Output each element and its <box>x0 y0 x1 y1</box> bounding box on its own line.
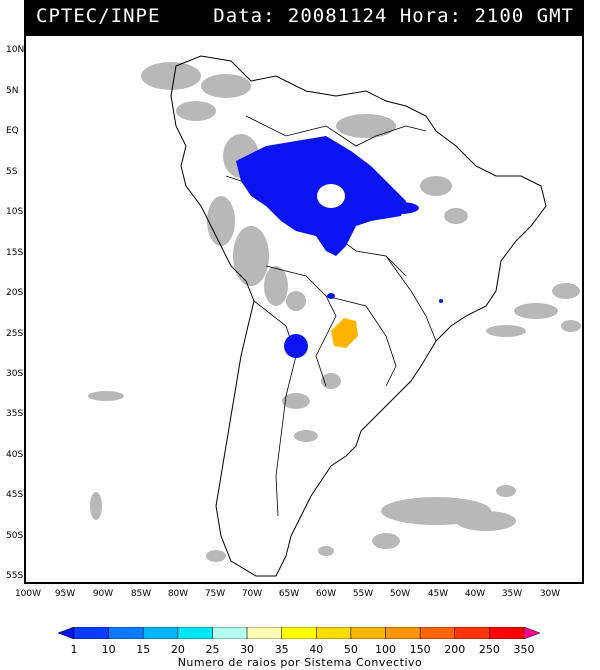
colorbar-label: 150 <box>409 643 431 656</box>
lon-label-50w: 50W <box>389 589 411 599</box>
lat-label-25s: 25S <box>6 329 24 339</box>
colorbar-segment <box>350 627 386 639</box>
lat-label-35s: 35S <box>6 409 24 419</box>
lat-label-45s: 45S <box>6 490 24 500</box>
map-frame <box>24 34 584 584</box>
lon-label-90w: 90W <box>92 589 114 599</box>
lat-label-10s: 10S <box>6 207 24 217</box>
colorbar-segment <box>246 627 282 639</box>
lon-label-35w: 35W <box>501 589 523 599</box>
lon-label-55w: 55W <box>352 589 374 599</box>
colorbar-label: 35 <box>274 643 289 656</box>
colorbar-segment <box>316 627 352 639</box>
lon-label-95w: 95W <box>54 589 76 599</box>
header-title: CPTEC/INPE <box>36 5 161 27</box>
colorbar-label: 20 <box>170 643 185 656</box>
cloud-layer <box>88 62 581 562</box>
colorbar-label: 40 <box>309 643 324 656</box>
lat-label-15s: 15S <box>6 248 24 258</box>
convective-blue <box>236 136 443 358</box>
colorbar <box>58 627 540 639</box>
colorbar-arrow-left <box>58 627 75 639</box>
colorbar-segment <box>281 627 317 639</box>
header-bar: CPTEC/INPE Data: 20081124 Hora: 2100 GMT <box>24 0 584 34</box>
lon-label-80w: 80W <box>167 589 189 599</box>
convective-orange <box>331 318 358 348</box>
lon-label-70w: 70W <box>241 589 263 599</box>
colorbar-segment <box>212 627 248 639</box>
colorbar-label: 15 <box>136 643 151 656</box>
colorbar-segment <box>73 627 109 639</box>
lon-label-30w: 30W <box>539 589 561 599</box>
colorbar-label: 10 <box>101 643 116 656</box>
colorbar-label: 25 <box>205 643 220 656</box>
lon-label-75w: 75W <box>204 589 226 599</box>
colorbar-label: 50 <box>343 643 358 656</box>
lat-label-40s: 40S <box>6 450 24 460</box>
lat-label-5s: 5S <box>6 167 18 177</box>
lat-label-30s: 30S <box>6 369 24 379</box>
continent-outline <box>170 55 547 577</box>
colorbar-segment <box>489 627 525 639</box>
colorbar-segment <box>385 627 421 639</box>
lat-label-20s: 20S <box>6 288 24 298</box>
colorbar-label: 350 <box>513 643 535 656</box>
lat-label-50s: 50S <box>6 531 24 541</box>
lat-label-5n: 5N <box>6 86 19 96</box>
lon-label-65w: 65W <box>278 589 300 599</box>
lon-label-40w: 40W <box>464 589 486 599</box>
colorbar-label: 100 <box>375 643 397 656</box>
colorbar-title: Numero de raios por Sistema Convectivo <box>177 656 423 669</box>
lon-label-100w: 100W <box>14 589 42 599</box>
colorbar-segment <box>419 627 456 639</box>
colorbar-segment <box>108 627 144 639</box>
colorbar-segment <box>454 627 490 639</box>
lon-label-45w: 45W <box>427 589 449 599</box>
colorbar-label: 1 <box>70 643 78 656</box>
lat-label-eq: EQ <box>6 126 19 136</box>
colorbar-label: 30 <box>240 643 255 656</box>
colorbar-segment <box>177 627 213 639</box>
colorbar-segment <box>142 627 179 639</box>
lat-label-55s: 55S <box>6 571 24 581</box>
colorbar-arrow-right <box>523 627 540 639</box>
lon-label-60w: 60W <box>315 589 337 599</box>
map-canvas <box>88 55 581 577</box>
colorbar-label: 250 <box>478 643 500 656</box>
header-datetime: Data: 20081124 Hora: 2100 GMT <box>213 5 574 27</box>
lon-label-85w: 85W <box>130 589 152 599</box>
lat-label-10n: 10N <box>6 45 25 55</box>
colorbar-label: 200 <box>444 643 466 656</box>
